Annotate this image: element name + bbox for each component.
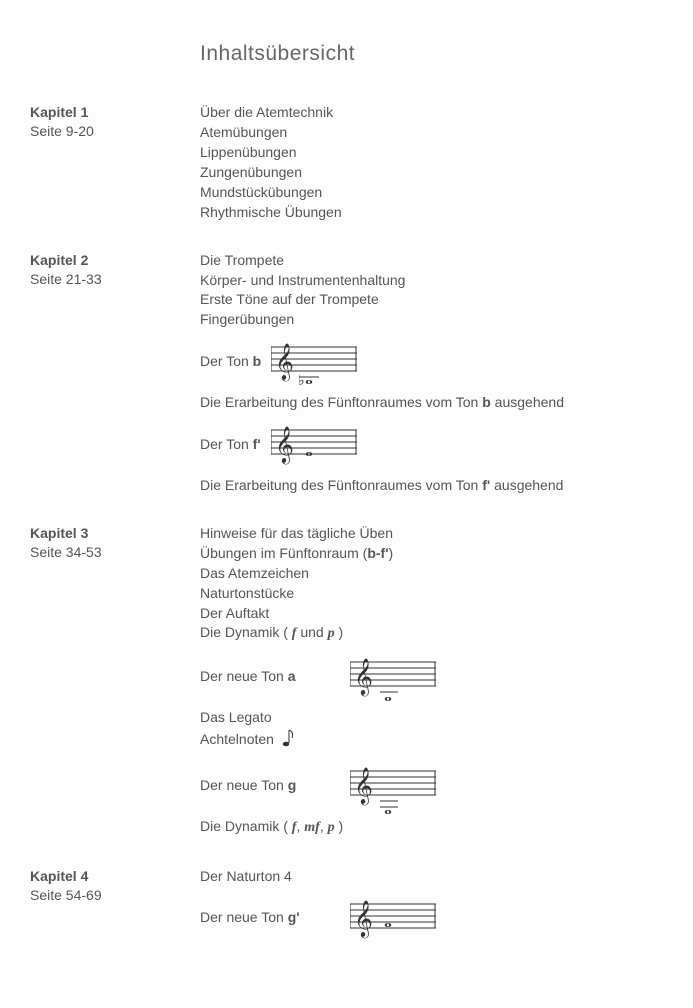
tone-label: Der neue Ton g' [200, 908, 340, 927]
chapter-pages: Seite 34-53 [30, 543, 200, 562]
chapter-1: Kapitel 1 Seite 9-20 Über die Atemtechni… [30, 103, 663, 222]
toc-item: Übungen im Fünftonraum (b-f') [200, 544, 663, 563]
toc-item: Lippenübungen [200, 143, 663, 162]
text: ausgehend [491, 394, 564, 410]
tone-g-line: Der neue Ton g 𝄞 𝅝 [200, 763, 663, 807]
chapter-3: Kapitel 3 Seite 34-53 Hinweise für das t… [30, 524, 663, 839]
svg-text:♭: ♭ [298, 372, 305, 388]
chapter-content: Über die Atemtechnik Atemübungen Lippenü… [200, 103, 663, 222]
text-bold: g [288, 777, 297, 793]
tone-f-line: Der Ton f' 𝄞 𝅝 [200, 422, 663, 466]
svg-text:𝄞: 𝄞 [354, 900, 373, 938]
toc-item: Mundstückübungen [200, 183, 663, 202]
toc-item: Der Naturton 4 [200, 867, 663, 886]
chapter-pages: Seite 9-20 [30, 122, 200, 141]
text: Der neue Ton [200, 777, 288, 793]
toc-item: Über die Atemtechnik [200, 103, 663, 122]
tone-a-line: Der neue Ton a 𝄞 𝅝 [200, 654, 663, 698]
text: Achtelnoten [200, 731, 274, 747]
toc-item: Achtelnoten [200, 728, 663, 753]
toc-item: Rhythmische Übungen [200, 203, 663, 222]
toc-item: Die Erarbeitung des Fünftonraumes vom To… [200, 476, 663, 495]
chapter-pages: Seite 21-33 [30, 270, 200, 289]
tone-label: Der neue Ton g [200, 776, 340, 795]
toc-item: Das Legato [200, 708, 663, 727]
staff-icon: 𝄞 ♭ 𝅝 [271, 339, 357, 383]
chapter-label: Kapitel 1 Seite 9-20 [30, 103, 200, 141]
text: Der neue Ton [200, 909, 288, 925]
text: ) [335, 818, 344, 834]
text: Der Ton [200, 353, 253, 369]
text: Der neue Ton [200, 668, 288, 684]
toc-item: Die Trompete [200, 251, 663, 270]
svg-text:𝅝: 𝅝 [305, 367, 313, 389]
text: Die Dynamik ( [200, 624, 292, 640]
chapter-number: Kapitel 3 [30, 524, 200, 543]
text: ) [389, 545, 394, 561]
toc-item: Das Atemzeichen [200, 564, 663, 583]
svg-text:𝄞: 𝄞 [275, 343, 294, 381]
staff-icon: 𝄞 𝅝 [350, 654, 436, 698]
chapter-label: Kapitel 2 Seite 21-33 [30, 251, 200, 289]
text-bold: g' [288, 909, 300, 925]
text: Die Dynamik ( [200, 818, 292, 834]
text-bold: b [482, 394, 491, 410]
chapter-number: Kapitel 2 [30, 251, 200, 270]
text: Übungen im Fünftonraum ( [200, 545, 367, 561]
svg-text:𝅝: 𝅝 [384, 797, 392, 819]
text: , [320, 818, 328, 834]
svg-text:𝄞: 𝄞 [354, 658, 373, 696]
chapter-pages: Seite 54-69 [30, 886, 200, 905]
chapter-label: Kapitel 3 Seite 34-53 [30, 524, 200, 562]
toc-item: Hinweise für das tägliche Üben [200, 524, 663, 543]
staff-icon: 𝄞 𝅝 [271, 422, 357, 466]
toc-item: Der Auftakt [200, 604, 663, 623]
eighth-note-icon [282, 728, 296, 753]
svg-text:𝅝: 𝅝 [384, 910, 392, 932]
text: Die Erarbeitung des Fünftonraumes vom To… [200, 477, 482, 493]
toc-item: Die Dynamik ( f und p ) [200, 623, 663, 644]
toc-item: Fingerübungen [200, 310, 663, 329]
svg-text:𝄞: 𝄞 [354, 767, 373, 805]
text-bold: b [253, 353, 262, 369]
text-bold: b-f' [367, 545, 388, 561]
tone-label: Der neue Ton a [200, 667, 340, 686]
text: Die Erarbeitung des Fünftonraumes vom To… [200, 394, 482, 410]
svg-text:𝅝: 𝅝 [305, 439, 313, 461]
text: ausgehend [490, 477, 563, 493]
chapter-number: Kapitel 1 [30, 103, 200, 122]
text-bold: a [288, 668, 296, 684]
text: Der Ton [200, 436, 253, 452]
tone-g2-line: Der neue Ton g' 𝄞 𝅝 [200, 896, 663, 940]
tone-label: Der Ton f' [200, 435, 261, 454]
svg-text:𝅝: 𝅝 [384, 684, 392, 706]
dynamic-mark: mf [304, 820, 320, 835]
chapter-label: Kapitel 4 Seite 54-69 [30, 867, 200, 905]
text: ) [335, 624, 344, 640]
dynamic-mark: p [328, 820, 335, 835]
svg-text:𝄞: 𝄞 [275, 426, 294, 464]
toc-item: Körper- und Instrumentenhaltung [200, 271, 663, 290]
chapter-4: Kapitel 4 Seite 54-69 Der Naturton 4 Der… [30, 867, 663, 950]
tone-b-line: Der Ton b 𝄞 ♭ 𝅝 [200, 339, 663, 383]
chapter-number: Kapitel 4 [30, 867, 200, 886]
staff-icon: 𝄞 𝅝 [350, 896, 436, 940]
toc-item: Erste Töne auf der Trompete [200, 290, 663, 309]
page-title: Inhaltsübersicht [200, 40, 663, 68]
text-bold: f' [253, 436, 261, 452]
toc-item: Naturtonstücke [200, 584, 663, 603]
tone-label: Der Ton b [200, 352, 261, 371]
toc-item: Die Erarbeitung des Fünftonraumes vom To… [200, 393, 663, 412]
toc-item: Atemübungen [200, 123, 663, 142]
toc-item: Zungenübungen [200, 163, 663, 182]
chapter-content: Die Trompete Körper- und Instrumentenhal… [200, 251, 663, 496]
staff-icon: 𝄞 𝅝 [350, 763, 436, 807]
dynamic-mark: p [328, 626, 335, 641]
text: und [296, 624, 327, 640]
chapter-content: Hinweise für das tägliche Üben Übungen i… [200, 524, 663, 839]
chapter-content: Der Naturton 4 Der neue Ton g' 𝄞 𝅝 [200, 867, 663, 950]
chapter-2: Kapitel 2 Seite 21-33 Die Trompete Körpe… [30, 251, 663, 496]
